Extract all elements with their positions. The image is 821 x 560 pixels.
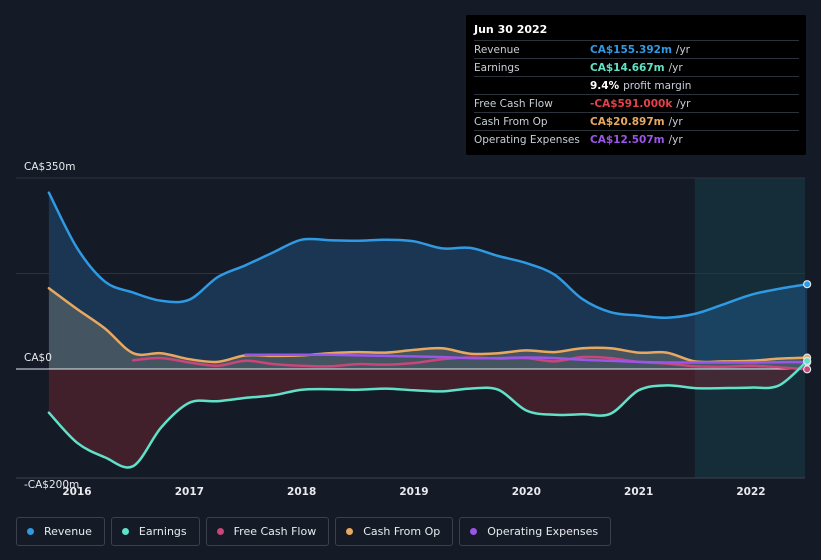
legend-item-free-cash-flow[interactable]: Free Cash Flow [205,517,330,546]
x-tick-label: 2020 [512,486,541,498]
endpoint-free-cash-flow [803,365,812,374]
tooltip-row-value: CA$20.897m [590,115,665,128]
x-tick-label: 2016 [62,486,91,498]
legend-label: Free Cash Flow [233,525,317,538]
tooltip-row-label: Revenue [474,43,520,56]
legend-label: Revenue [44,525,92,538]
tooltip-row: Revenue CA$155.392m/yr [474,40,799,58]
tooltip-row-value: CA$12.507m [590,133,665,146]
legend-label: Operating Expenses [487,525,599,538]
legend-dot-icon [216,528,224,535]
tooltip-row-unit: /yr [675,43,690,56]
tooltip-row-unit: profit margin [623,79,692,92]
x-tick-label: 2019 [399,486,428,498]
tooltip-row-unit: /yr [668,61,683,74]
tooltip-row-label: Operating Expenses [474,133,580,146]
tooltip-row-label: Earnings [474,61,520,74]
chart-areas [48,178,808,478]
tooltip-row-label: Free Cash Flow [474,97,553,110]
tooltip-row-value: -CA$591.000k [590,97,673,110]
tooltip-row-value: CA$14.667m [590,61,665,74]
endpoint-earnings [803,356,812,366]
x-tick-label: 2018 [287,486,316,498]
line-operating-expenses [244,353,809,364]
legend-item-revenue[interactable]: Revenue [16,517,105,546]
x-tick-label: 2022 [736,486,765,498]
line-cash-from-op [47,286,809,364]
legend-item-operating-expenses[interactable]: Operating Expenses [459,517,612,546]
tooltip-row: Earnings CA$14.667m/yr [474,58,799,76]
chart-grid [16,177,805,479]
tooltip-date: Jun 30 2022 [474,23,548,36]
legend: Revenue Earnings Free Cash Flow Cash From O… [16,517,612,546]
tooltip-row-unit: /yr [668,133,683,146]
tooltip-row-unit: /yr [676,97,691,110]
area-cash-from-op [48,288,808,369]
legend-dot-icon [470,528,478,535]
tooltip-row: Operating Expenses CA$12.507m/yr [474,130,799,148]
y-tick-label: CA$0 [24,352,52,364]
legend-dot-icon [346,528,354,535]
highlight-region [694,178,805,478]
legend-label: Cash From Op [363,525,441,538]
legend-dot-icon [121,528,129,535]
line-revenue [47,191,809,319]
y-tick-label: CA$350m [24,161,75,173]
legend-dot-icon [27,528,34,535]
x-tick-label: 2017 [175,486,204,498]
tooltip-row: Free Cash Flow -CA$591.000k/yr [474,94,799,112]
tooltip-row-unit: /yr [668,115,683,128]
endpoint-revenue [803,280,812,289]
legend-item-cash-from-op[interactable]: Cash From Op [335,517,454,546]
legend-item-earnings[interactable]: Earnings [110,517,200,546]
tooltip-panel: Jun 30 2022 Revenue CA$155.392m/yr Earning… [466,15,806,155]
tooltip-row-value: 9.4% [590,79,620,92]
tooltip-row: 9.4% profit margin [474,76,799,94]
tooltip-row: Cash From Op CA$20.897m/yr [474,112,799,130]
y-tick-label: -CA$200m [24,479,79,491]
line-earnings [47,359,809,469]
chart-lines [47,191,812,469]
legend-label: Earnings [138,525,187,538]
area-revenue [48,192,808,369]
x-tick-label: 2021 [624,486,653,498]
area-earnings [48,361,808,468]
tooltip-row-value: CA$155.392m [590,43,672,56]
tooltip-row-label: Cash From Op [474,115,548,128]
